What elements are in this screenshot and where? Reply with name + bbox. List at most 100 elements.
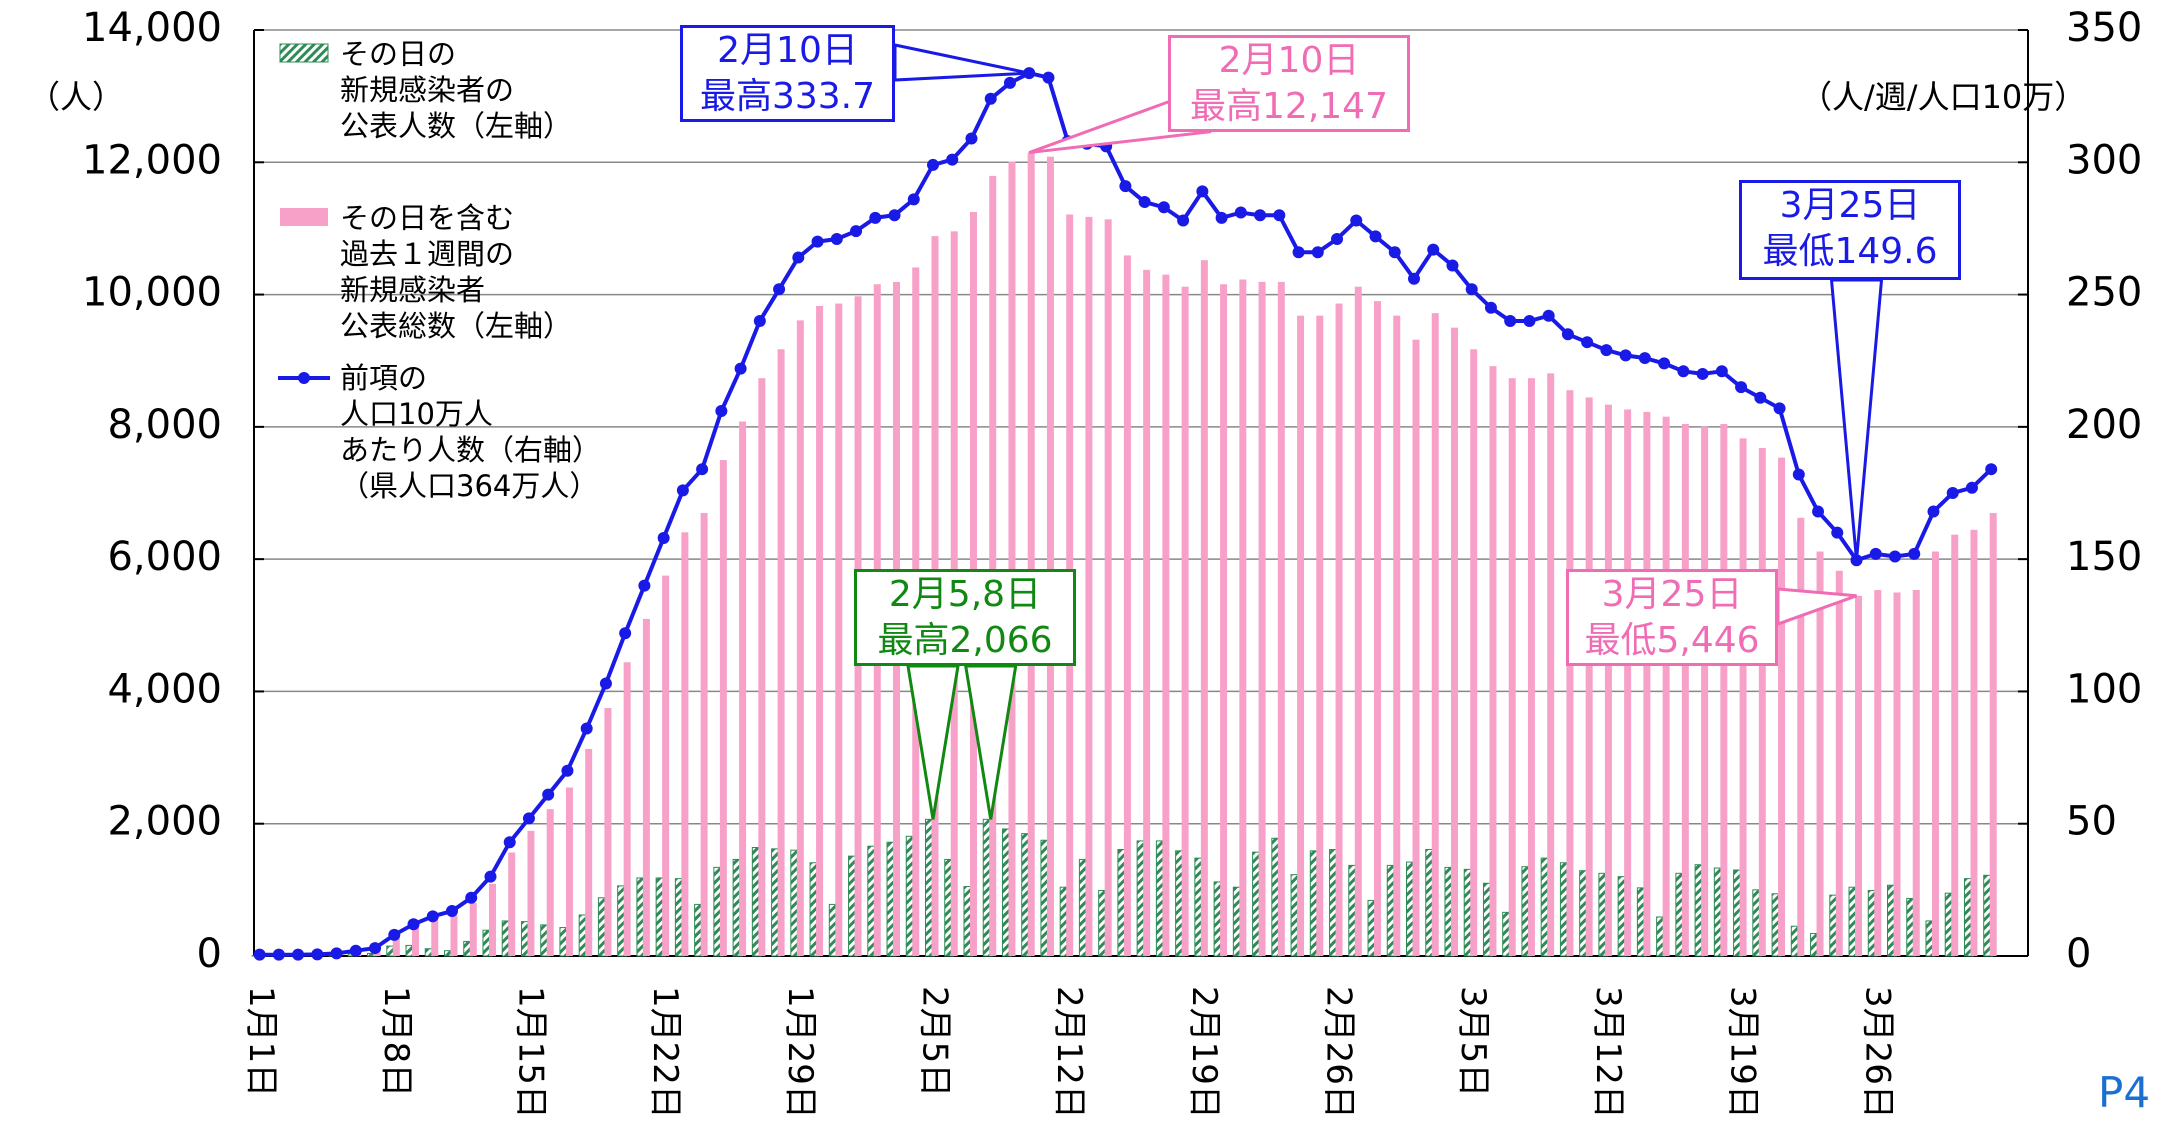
line-marker	[715, 404, 728, 417]
line-marker	[503, 836, 516, 849]
line-marker	[676, 484, 689, 497]
line-marker	[561, 764, 574, 777]
line-marker	[1715, 365, 1728, 378]
weekly-bar	[1912, 590, 1920, 956]
line-marker	[1465, 283, 1478, 296]
y2-tick-label: 0	[2066, 931, 2091, 977]
weekly-bar	[1855, 595, 1863, 956]
line-marker	[580, 722, 593, 735]
weekly-bar	[1970, 529, 1978, 956]
line-marker	[272, 948, 285, 961]
x-tick-label: 3月26日	[1857, 986, 1897, 1119]
line-marker	[1215, 211, 1228, 224]
line-marker	[1273, 209, 1286, 222]
weekly-bar	[1720, 423, 1728, 956]
weekly-bar	[1643, 411, 1651, 957]
line-marker	[292, 948, 305, 961]
x-tick-label: 1月8日	[376, 986, 416, 1097]
line-marker	[1561, 328, 1574, 341]
weekly-bar	[1258, 281, 1266, 956]
line-marker	[446, 905, 458, 918]
weekly-bar	[1046, 156, 1054, 956]
weekly-bar	[508, 852, 516, 956]
line-marker	[1003, 76, 1016, 89]
weekly-bar	[1758, 448, 1766, 956]
weekly-bar	[739, 421, 747, 956]
weekly-bar	[1931, 551, 1939, 956]
line-marker	[657, 531, 670, 544]
x-tick-label: 2月19日	[1184, 986, 1224, 1119]
line-marker	[1965, 481, 1978, 494]
line-marker	[1696, 367, 1709, 380]
line-marker	[1754, 391, 1767, 404]
weekly-bar	[450, 915, 458, 956]
weekly-bar	[835, 303, 843, 956]
annotation-pointer	[906, 664, 960, 820]
line-marker	[830, 233, 843, 246]
line-marker	[1985, 463, 1998, 476]
weekly-bar	[1027, 152, 1035, 956]
line-marker	[349, 944, 362, 957]
weekly-bar	[1374, 301, 1382, 956]
line-marker	[484, 870, 497, 883]
weekly-bar	[1604, 404, 1612, 956]
weekly-bar	[989, 175, 997, 957]
weekly-bar	[1701, 426, 1709, 956]
weekly-bar	[1354, 286, 1362, 956]
y-tick-label: 0	[197, 931, 222, 977]
line-marker	[773, 283, 786, 296]
legend-entry: その日の 新規感染者の 公表人数（左軸）	[340, 37, 573, 143]
weekly-bar	[1989, 512, 1997, 956]
line-marker	[1523, 315, 1536, 328]
line-marker	[1388, 246, 1401, 259]
weekly-bar	[1239, 279, 1247, 956]
line-marker	[1138, 195, 1151, 208]
legend-entry: その日を含む 過去１週間の 新規感染者 公表総数（左軸）	[340, 201, 573, 343]
line-marker	[1484, 301, 1497, 314]
line-marker	[1600, 344, 1613, 357]
line-marker	[1350, 214, 1363, 227]
annotation: 3月25日 最低5,446	[1566, 569, 1778, 666]
annotation: 2月5,8日 最高2,066	[854, 569, 1076, 666]
annotation: 2月10日 最高333.7	[680, 25, 895, 122]
legend-swatch	[298, 372, 310, 384]
line-marker	[1581, 336, 1594, 349]
weekly-bar	[1566, 390, 1574, 956]
weekly-bar	[412, 927, 420, 956]
weekly-bar	[1181, 286, 1189, 956]
weekly-bar	[469, 903, 477, 956]
legend-entry: 前項の 人口10万人 あたり人数（右軸） （県人口364万人）	[340, 361, 602, 503]
weekly-bar	[1624, 409, 1632, 957]
weekly-bar	[1547, 373, 1555, 957]
weekly-bar	[392, 936, 400, 956]
line-marker	[1504, 315, 1517, 328]
weekly-bar	[1220, 284, 1228, 956]
line-marker	[907, 193, 920, 206]
weekly-bar	[1393, 315, 1401, 956]
x-tick-label: 1月1日	[241, 986, 281, 1097]
line-marker	[1927, 505, 1940, 518]
weekly-bar	[1893, 592, 1901, 956]
x-tick-label: 3月19日	[1723, 986, 1763, 1119]
weekly-bar	[431, 919, 439, 956]
y-tick-label: 6,000	[107, 534, 222, 580]
line-marker	[734, 362, 747, 375]
page-number: P4	[2098, 1068, 2151, 1117]
line-marker	[1311, 246, 1324, 259]
x-tick-label: 1月15日	[510, 986, 550, 1119]
x-tick-label: 2月26日	[1319, 986, 1359, 1119]
line-marker	[753, 315, 766, 328]
weekly-bar	[488, 883, 496, 956]
weekly-bar	[1835, 570, 1843, 956]
annotation-pointer	[963, 664, 1018, 820]
weekly-bar	[1470, 349, 1478, 956]
line-marker	[946, 153, 959, 166]
y2-tick-label: 150	[2066, 534, 2142, 580]
weekly-bar	[1527, 378, 1535, 956]
line-marker	[869, 211, 882, 224]
weekly-bar	[758, 378, 766, 956]
line-marker	[850, 225, 863, 238]
line-marker	[1427, 243, 1440, 256]
